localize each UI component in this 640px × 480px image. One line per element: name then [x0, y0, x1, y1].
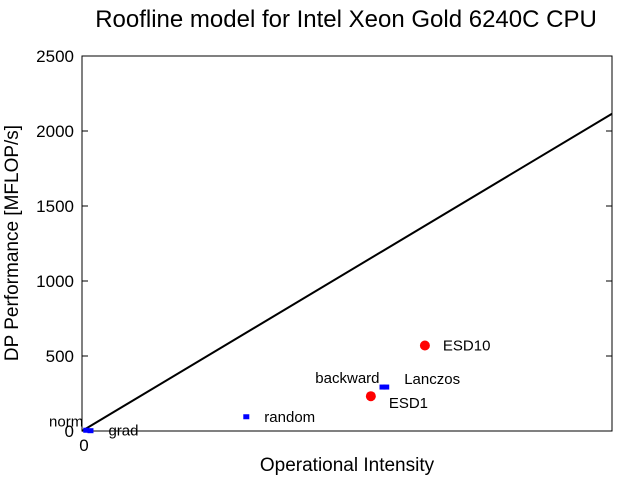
- point-labels: norm grad random backward Lanczos ESD1 ESD10: [49, 338, 490, 440]
- x-tick-label: 0: [79, 436, 88, 455]
- point-label: Lanczos: [404, 371, 460, 388]
- x-axis-label: Operational Intensity: [260, 455, 435, 476]
- point-label: grad: [108, 423, 138, 440]
- point-label: backward: [315, 370, 379, 387]
- data-point: [83, 427, 90, 433]
- y-tick-label: 2500: [36, 47, 74, 66]
- y-ticks: 0 500 1000 1500 2000 2500: [36, 47, 612, 441]
- y-tick-label: 0: [65, 422, 74, 441]
- point-label: ESD10: [443, 338, 491, 355]
- data-point: [379, 384, 386, 390]
- y-tick-label: 1500: [36, 197, 74, 216]
- chart-title: Roofline model for Intel Xeon Gold 6240C…: [95, 6, 597, 33]
- data-point: [365, 391, 376, 402]
- y-tick-label: 500: [46, 347, 74, 366]
- data-point: [243, 414, 250, 420]
- y-tick-label: 1000: [36, 272, 74, 291]
- data-point: [419, 340, 430, 351]
- roofline-line: [81, 112, 613, 432]
- plot-frame: [81, 55, 613, 432]
- y-axis-label: DP Performance [MFLOP/s]: [2, 125, 23, 361]
- point-label: norm: [49, 413, 83, 430]
- point-label: random: [264, 409, 315, 426]
- y-tick-label: 2000: [36, 122, 74, 141]
- point-label: ESD1: [389, 395, 428, 412]
- roofline-series: [81, 112, 613, 432]
- x-ticks: 0: [79, 436, 88, 455]
- data-point: [383, 384, 390, 390]
- data-points: [83, 340, 430, 434]
- data-point: [87, 428, 94, 434]
